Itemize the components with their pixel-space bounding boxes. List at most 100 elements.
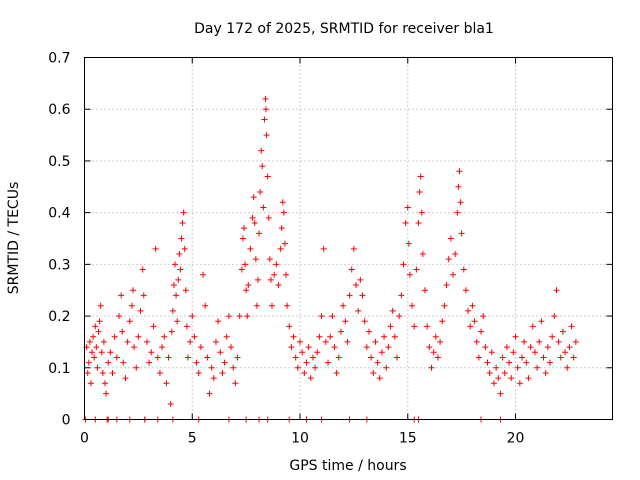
data-point	[178, 235, 185, 242]
data-point	[534, 364, 541, 371]
data-point	[118, 292, 125, 299]
data-point	[115, 313, 122, 320]
data-point	[467, 323, 474, 330]
data-point	[294, 364, 301, 371]
data-point	[265, 214, 272, 221]
data-point	[258, 147, 265, 154]
data-point	[370, 369, 377, 376]
data-point	[499, 354, 506, 361]
data-point	[547, 359, 554, 366]
data-point	[176, 251, 183, 258]
data-point	[87, 380, 94, 387]
data-point	[173, 292, 180, 299]
data-point	[486, 369, 493, 376]
data-point	[460, 266, 467, 273]
axis-ticks: 0 0.1 0.2 0.3 0.4 0.5 0.6 0.7 0 5 10 15 20	[48, 51, 613, 447]
data-point	[510, 349, 517, 356]
data-point	[447, 235, 454, 242]
chart-title: Day 172 of 2025, SRMTID for receiver bla…	[194, 21, 494, 37]
data-point	[280, 209, 287, 216]
data-point	[385, 344, 392, 351]
data-point	[456, 168, 463, 175]
x-tick-label: 15	[399, 431, 417, 447]
data-point	[450, 271, 457, 278]
data-point	[96, 318, 103, 325]
data-point	[183, 323, 190, 330]
y-tick-label: 0.6	[48, 102, 70, 118]
data-point	[426, 344, 433, 351]
data-point	[91, 354, 98, 361]
data-point	[490, 380, 497, 387]
data-point	[195, 369, 202, 376]
data-point	[488, 349, 495, 356]
data-point	[331, 344, 338, 351]
data-point	[135, 333, 142, 340]
y-tick-label: 0.3	[48, 257, 70, 273]
data-point	[175, 276, 182, 283]
data-point	[299, 349, 306, 356]
y-tick-label: 0.4	[48, 206, 70, 222]
y-tick-label: 0	[62, 413, 71, 429]
data-point	[260, 204, 267, 211]
data-point	[348, 266, 355, 273]
data-point	[473, 338, 480, 345]
y-tick-label: 0.1	[48, 361, 70, 377]
data-point	[244, 313, 251, 320]
data-point	[90, 333, 97, 340]
data-point	[482, 344, 489, 351]
data-point	[454, 209, 461, 216]
data-point	[325, 359, 332, 366]
data-point	[208, 364, 215, 371]
data-point	[219, 369, 226, 376]
data-point	[85, 359, 92, 366]
data-point	[391, 333, 398, 340]
data-point	[191, 333, 198, 340]
data-point	[333, 369, 340, 376]
data-point	[252, 256, 259, 263]
data-point	[389, 307, 396, 314]
x-tick-label: 0	[80, 431, 89, 447]
x-tick-label: 5	[188, 431, 197, 447]
x-tick-label: 20	[507, 431, 525, 447]
data-point	[202, 302, 209, 309]
y-tick-label: 0.7	[48, 51, 70, 67]
data-point	[249, 214, 256, 221]
data-point	[495, 375, 502, 382]
data-point	[562, 349, 569, 356]
data-point	[405, 240, 412, 247]
data-point	[107, 349, 114, 356]
data-point	[263, 132, 270, 139]
data-point	[455, 183, 462, 190]
data-point	[400, 261, 407, 268]
data-point	[286, 323, 293, 330]
data-point	[469, 302, 476, 309]
data-point	[434, 354, 441, 361]
data-point	[242, 261, 249, 268]
data-point	[346, 292, 353, 299]
data-point	[279, 199, 286, 206]
data-point	[284, 302, 291, 309]
data-point	[137, 307, 144, 314]
data-point	[234, 354, 241, 361]
data-point	[187, 338, 194, 345]
data-point	[503, 344, 510, 351]
data-point	[383, 364, 390, 371]
data-point	[551, 313, 558, 320]
data-point	[540, 354, 547, 361]
data-point	[240, 225, 247, 232]
data-point	[254, 276, 261, 283]
data-point	[497, 390, 504, 397]
data-point	[521, 338, 528, 345]
data-point	[204, 354, 211, 361]
data-point	[305, 344, 312, 351]
data-point	[212, 338, 219, 345]
data-point	[193, 359, 200, 366]
data-point	[316, 333, 323, 340]
data-point	[103, 390, 110, 397]
data-point	[277, 245, 284, 252]
data-point	[266, 256, 273, 263]
data-point	[225, 313, 232, 320]
data-point	[271, 271, 278, 278]
data-point	[247, 245, 254, 252]
data-point	[416, 188, 423, 195]
